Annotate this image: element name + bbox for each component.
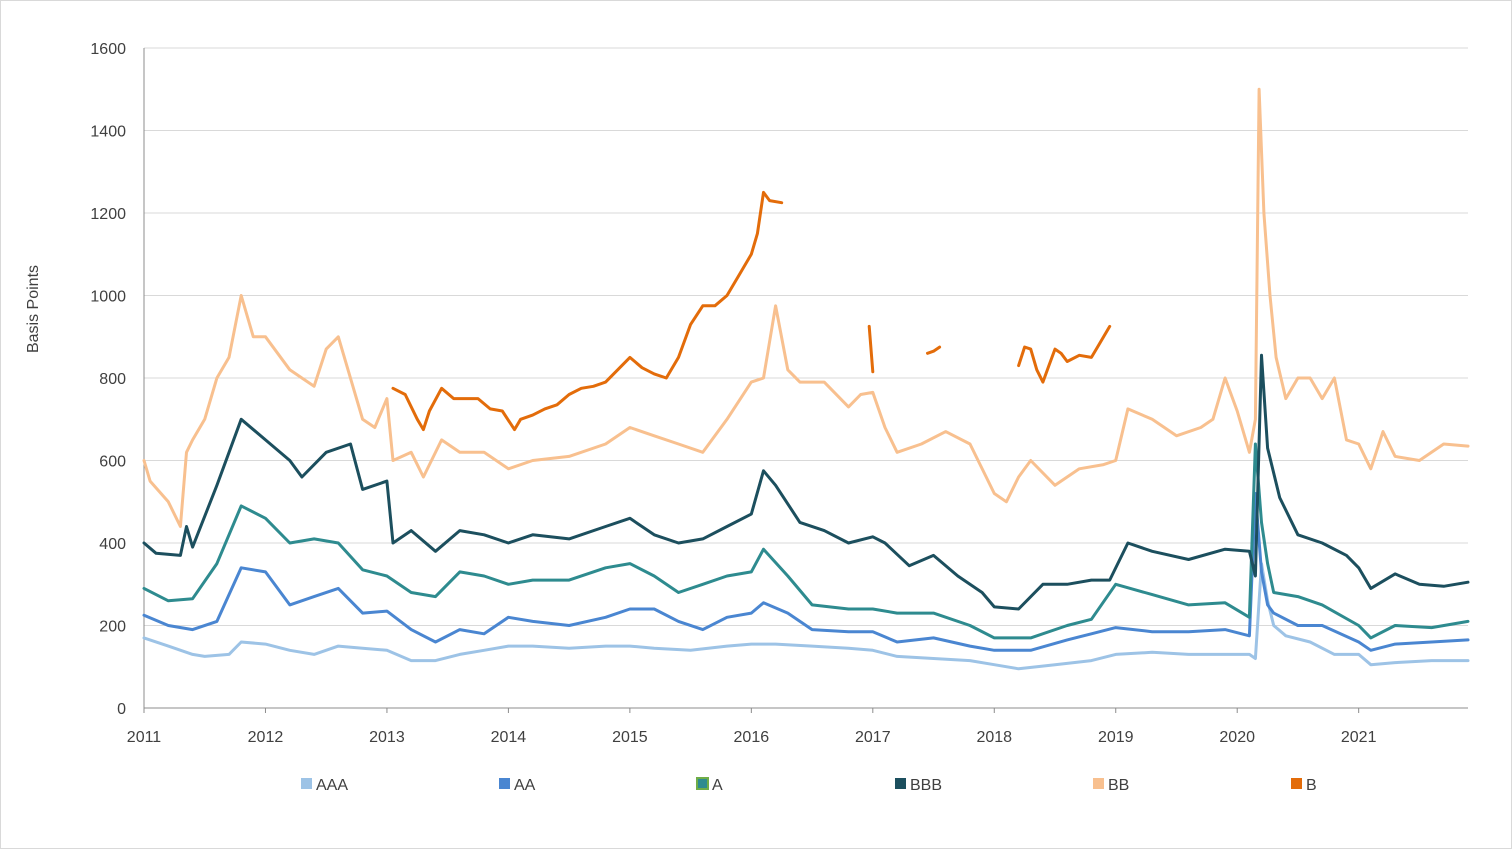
legend-label: BB <box>1108 777 1129 794</box>
legend-swatch-a <box>696 777 709 790</box>
grid-lines <box>144 47 1468 626</box>
x-tick-label: 2019 <box>1098 729 1134 746</box>
x-tick-label: 2016 <box>734 729 770 746</box>
legend-label: B <box>1306 777 1317 794</box>
legend-label: BBB <box>910 777 942 794</box>
legend-label: AAA <box>316 777 348 794</box>
y-axis-title: Basis Points <box>25 265 42 353</box>
axes <box>143 48 1468 713</box>
y-tick-label: 1200 <box>90 206 126 223</box>
series-line-b <box>926 345 942 355</box>
x-tick-label: 2017 <box>855 729 891 746</box>
y-tick-label: 200 <box>99 619 126 636</box>
y-tick-label: 0 <box>117 701 126 718</box>
legend-label: A <box>712 777 723 794</box>
x-tick-label: 2012 <box>248 729 284 746</box>
series-line-b <box>1017 324 1112 384</box>
x-tick-label: 2018 <box>976 729 1012 746</box>
y-tick-label: 400 <box>99 536 126 553</box>
y-tick-label: 800 <box>99 371 126 388</box>
x-tick-label: 2021 <box>1341 729 1377 746</box>
legend: AAA AA A BBB BB B <box>301 777 1317 794</box>
series-line-b <box>867 324 875 374</box>
series-lines <box>142 87 1470 671</box>
x-tick-label: 2013 <box>369 729 405 746</box>
legend-swatch-bbb <box>895 778 906 789</box>
x-tick-label: 2020 <box>1219 729 1255 746</box>
x-tick-label: 2014 <box>491 729 527 746</box>
series-line-bbb <box>142 353 1470 611</box>
legend-swatch-aaa <box>301 778 312 789</box>
y-tick-label: 1600 <box>90 41 126 58</box>
x-tick-label: 2015 <box>612 729 648 746</box>
series-line-aa <box>142 492 1470 652</box>
series-line-bb <box>142 87 1470 528</box>
tick-labels: 0 200 400 600 800 1000 1200 1400 1600 2011 2012 201… <box>90 41 1376 746</box>
y-tick-label: 1000 <box>90 289 126 306</box>
legend-label: AA <box>514 777 536 794</box>
legend-swatch-aa <box>499 778 510 789</box>
series-line-a <box>142 442 1470 640</box>
legend-swatch-b <box>1291 778 1302 789</box>
legend-swatch-bb <box>1093 778 1104 789</box>
y-tick-label: 1400 <box>90 124 126 141</box>
series-line-b <box>391 190 784 432</box>
x-tick-label: 2011 <box>127 729 162 746</box>
y-tick-label: 600 <box>99 454 126 471</box>
